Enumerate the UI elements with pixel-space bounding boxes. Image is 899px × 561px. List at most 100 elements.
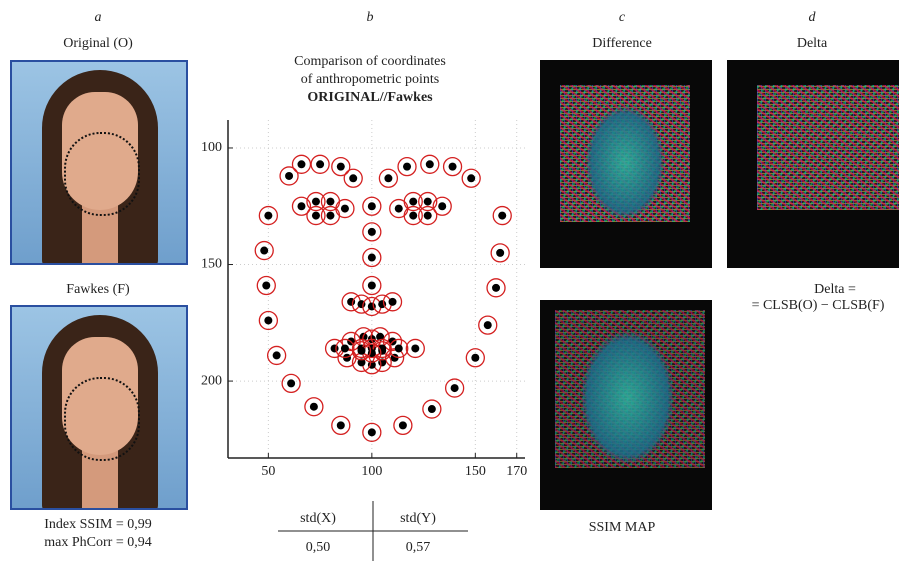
landmark-dot [449, 163, 457, 171]
landmark-dot [409, 212, 417, 220]
landmark [479, 316, 497, 334]
landmark-dot [368, 428, 376, 436]
landmark-dot [409, 198, 417, 206]
panel-title: Fawkes (F) [66, 282, 129, 298]
landmark [363, 423, 381, 441]
landmark-dot [326, 198, 334, 206]
landmark [268, 346, 286, 364]
landmark-dot [264, 212, 272, 220]
x-tick-label: 170 [506, 464, 527, 479]
landmark [384, 293, 402, 311]
landmark-dot [428, 405, 436, 413]
landmark-dot [312, 212, 320, 220]
landmark-dot [426, 160, 434, 168]
table-cell: 0,50 [306, 540, 331, 555]
landmark [259, 207, 277, 225]
landmark-dot [492, 284, 500, 292]
landmark-dot [484, 321, 492, 329]
landmark-dot [326, 212, 334, 220]
landmark [255, 242, 273, 260]
landmark [390, 200, 408, 218]
x-tick-label: 150 [465, 464, 486, 479]
landmark [363, 249, 381, 267]
landmark [398, 158, 416, 176]
landmark [332, 416, 350, 434]
y-tick-label: 150 [201, 257, 222, 272]
std-table: std(X) std(Y) 0,50 0,57 [250, 491, 490, 561]
landmark-dot [316, 160, 324, 168]
landmark [321, 193, 339, 211]
landmark-dot [310, 403, 318, 411]
scatter-chart: Comparison of coordinatesof anthropometr… [200, 0, 740, 561]
panel-letter: a [95, 10, 102, 26]
table-header: std(X) [300, 511, 336, 526]
landmark [493, 207, 511, 225]
landmark-dot [384, 174, 392, 182]
landmark-dot [349, 174, 357, 182]
landmark [487, 279, 505, 297]
landmark-dot [337, 163, 345, 171]
landmark [462, 169, 480, 187]
landmark [257, 277, 275, 295]
landmark [280, 167, 298, 185]
landmark-dot [273, 351, 281, 359]
chart-title: of anthropometric points [301, 72, 439, 87]
panel-letter: d [809, 10, 816, 26]
landmark-dot [403, 163, 411, 171]
landmark-dot [399, 421, 407, 429]
landmark-dot [424, 212, 432, 220]
landmark [491, 244, 509, 262]
landmark-dot [312, 198, 320, 206]
landmark-dot [341, 205, 349, 213]
landmark [282, 374, 300, 392]
landmark-dot [368, 228, 376, 236]
landmark [406, 339, 424, 357]
metric: max PhCorr = 0,94 [44, 535, 151, 551]
landmark [404, 193, 422, 211]
landmark [311, 155, 329, 173]
landmark-dot [438, 202, 446, 210]
landmark [292, 155, 310, 173]
landmark [421, 155, 439, 173]
landmark-dot [285, 172, 293, 180]
landmark-dot [389, 298, 397, 306]
landmark [394, 416, 412, 434]
landmark-dot [297, 160, 305, 168]
table-header: std(Y) [400, 511, 436, 526]
landmark [321, 207, 339, 225]
landmark-dot [411, 344, 419, 352]
landmark-dot [264, 316, 272, 324]
y-tick-label: 200 [201, 373, 222, 388]
panel-title: Delta [797, 36, 827, 52]
panel-title: Original (O) [63, 36, 133, 52]
landmark-dot [368, 254, 376, 262]
landmark-dot [471, 354, 479, 362]
formula: Delta = [814, 282, 856, 298]
landmark [332, 158, 350, 176]
landmark-dot [368, 202, 376, 210]
x-tick-label: 100 [361, 464, 382, 479]
landmark-dot [395, 344, 403, 352]
landmark [259, 311, 277, 329]
landmark-dot [467, 174, 475, 182]
landmark-dot [424, 198, 432, 206]
landmark [446, 379, 464, 397]
delta-image [727, 60, 899, 268]
landmark [379, 169, 397, 187]
landmark-dot [337, 421, 345, 429]
landmark-dot [498, 212, 506, 220]
landmark-dot [297, 202, 305, 210]
landmark [363, 277, 381, 295]
landmark [326, 339, 344, 357]
landmark-dot [287, 379, 295, 387]
landmark-dot [260, 247, 268, 255]
photo-original [10, 60, 188, 265]
landmark [404, 207, 422, 225]
formula: = CLSB(O) − CLSB(F) [752, 298, 885, 314]
figure: a Original (O) Fawkes (F) Index SSIM = 0… [0, 0, 899, 561]
landmark [336, 200, 354, 218]
landmark [419, 207, 437, 225]
landmark-dot [496, 249, 504, 257]
landmark [363, 223, 381, 241]
landmark [444, 158, 462, 176]
